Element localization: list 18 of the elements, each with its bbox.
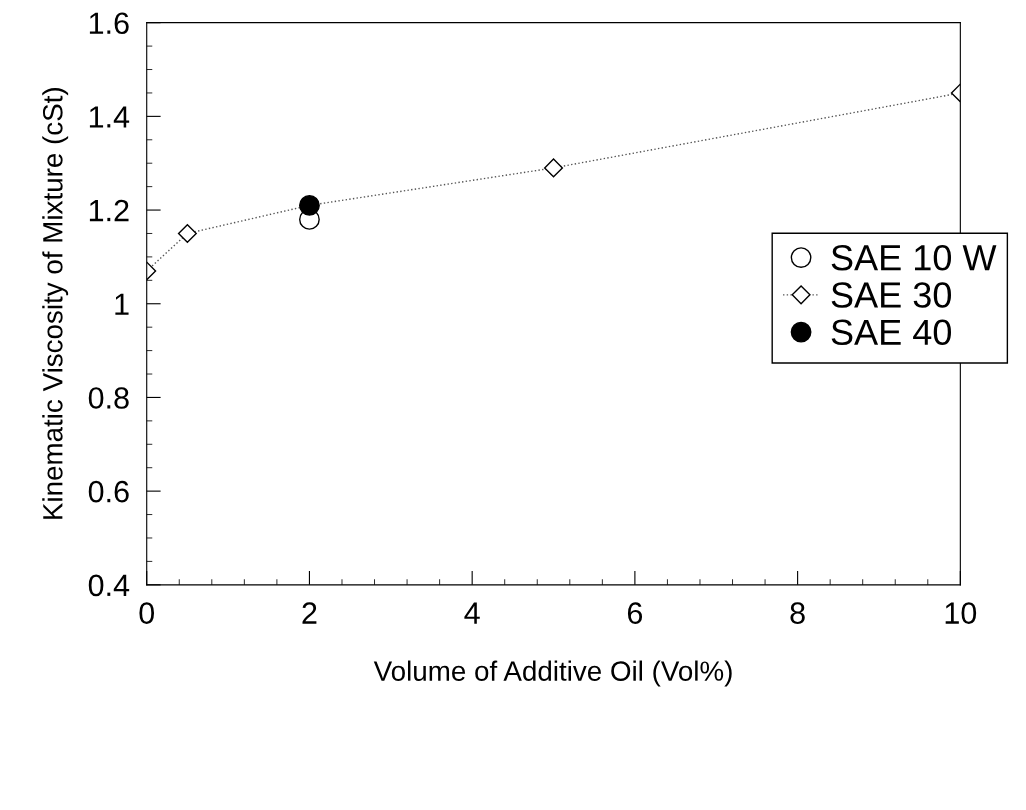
x-axis-title: Volume of Additive Oil (Vol%) <box>373 660 732 687</box>
y-tick-label: 1 <box>115 293 129 315</box>
y-tick-label: 1.4 <box>89 106 130 128</box>
x-tick-label: 0 <box>139 602 155 624</box>
legend-label: SAE 10 W <box>831 244 997 271</box>
x-tick-label: 2 <box>302 602 317 624</box>
y-tick-label: 1.6 <box>89 12 129 35</box>
y-axis-title: Kinematic Viscosity of Mixture (cSt) <box>42 88 69 519</box>
legend-label: SAE 30 <box>831 282 952 308</box>
y-tick-label: 0.8 <box>88 387 129 409</box>
y-tick-label: 0.6 <box>88 480 129 503</box>
x-tick-label: 4 <box>464 602 480 624</box>
x-tick-label: 8 <box>790 602 805 624</box>
x-tick-label: 10 <box>945 602 977 624</box>
y-tick-label: 1.2 <box>89 199 129 222</box>
y-tick-label: 0.4 <box>88 574 130 597</box>
legend-label: SAE 40 <box>831 319 952 346</box>
x-tick-label: 6 <box>627 602 643 624</box>
